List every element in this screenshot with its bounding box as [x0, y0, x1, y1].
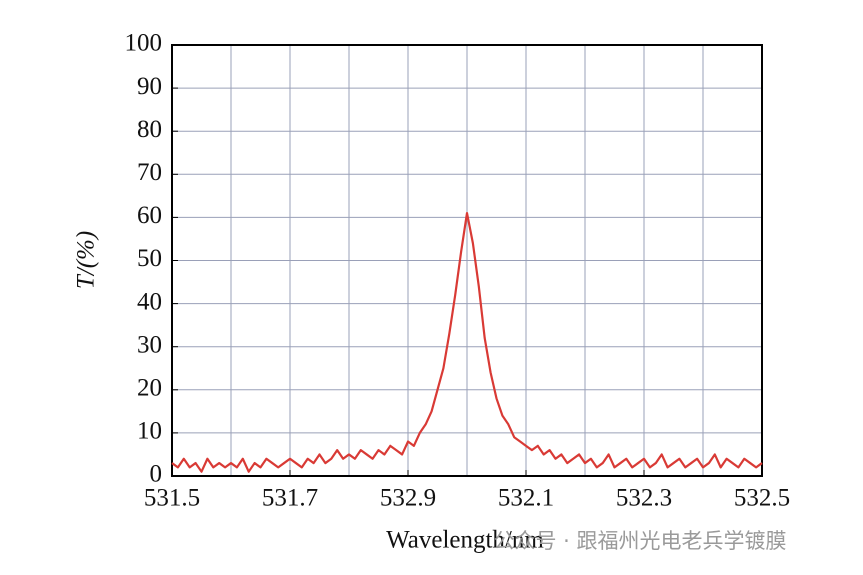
y-tick-label: 60 — [137, 202, 162, 229]
y-tick-label: 70 — [137, 159, 162, 186]
y-axis-label: T/(%) — [73, 231, 100, 289]
x-tick-label: 532.3 — [616, 485, 672, 512]
plot-frame — [171, 44, 763, 477]
x-tick-label: 532.9 — [380, 485, 436, 512]
y-tick-label: 20 — [137, 375, 162, 402]
x-axis-label: Wavelength/nm — [386, 527, 544, 554]
data-line — [171, 211, 763, 473]
y-tick-label: 40 — [137, 288, 162, 315]
y-tick-label: 0 — [150, 461, 163, 488]
x-tick-label: 532.5 — [734, 485, 790, 512]
y-tick-label: 100 — [125, 30, 163, 57]
x-tick-label: 531.5 — [144, 485, 200, 512]
x-tick-label: 532.1 — [498, 485, 554, 512]
x-tick-label: 531.7 — [262, 485, 318, 512]
y-tick-label: 90 — [137, 73, 162, 100]
y-tick-label: 80 — [137, 116, 162, 143]
y-tick-label: 50 — [137, 245, 162, 272]
y-tick-label: 10 — [137, 418, 162, 445]
y-tick-label: 30 — [137, 331, 162, 358]
watermark: 公众号 · 跟福州光电老兵学镀膜 — [493, 529, 786, 553]
